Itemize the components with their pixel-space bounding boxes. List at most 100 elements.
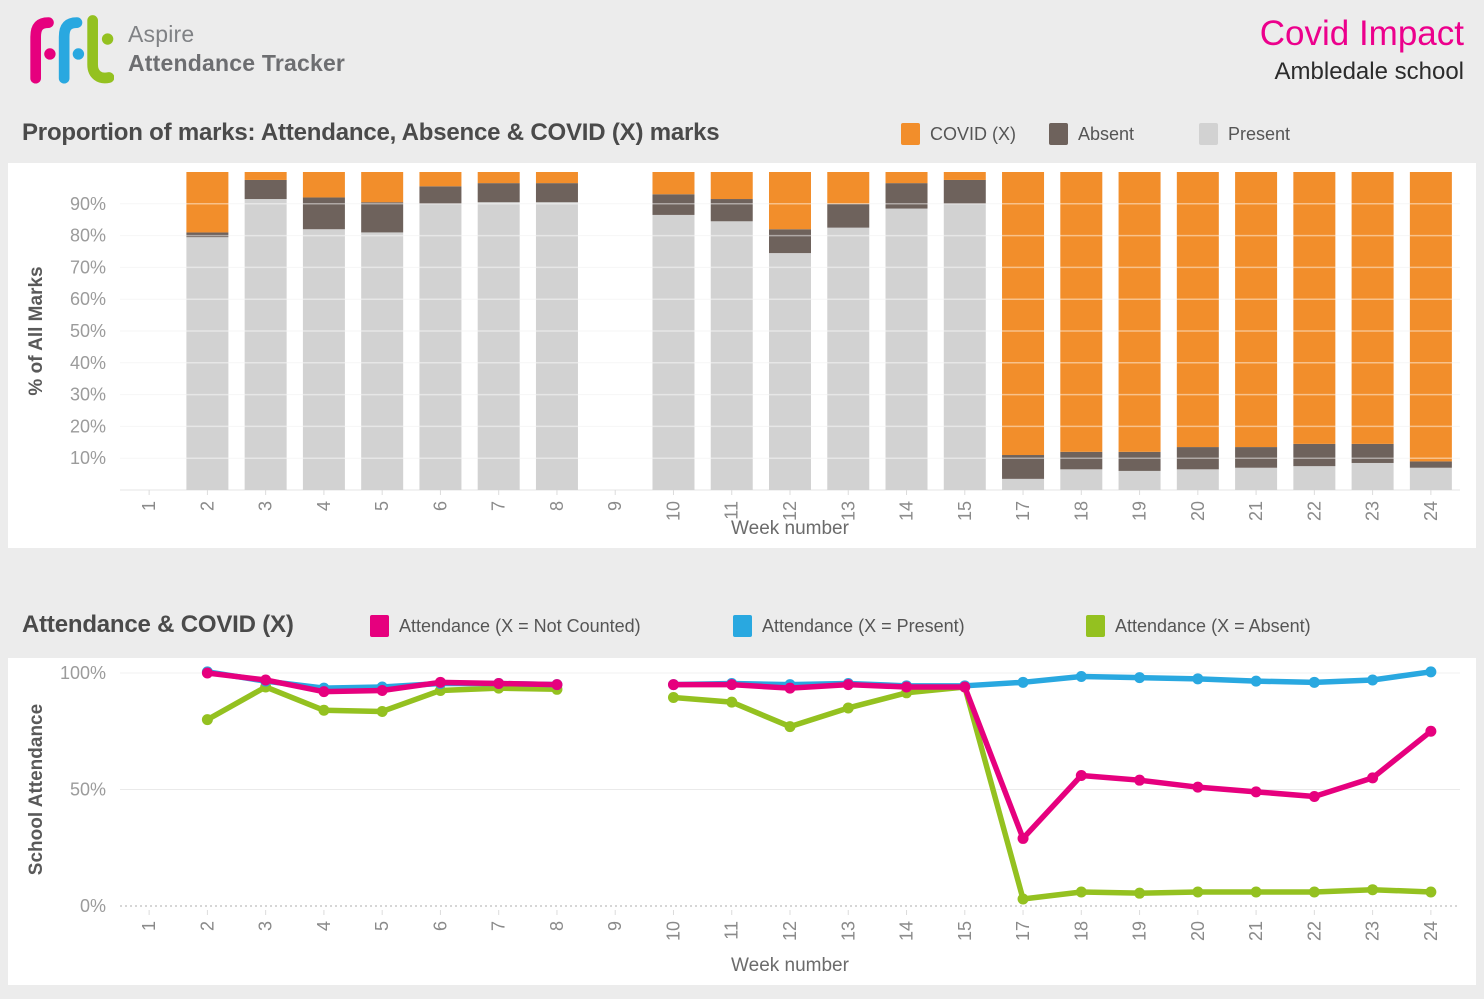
bar-segment-present-week-19[interactable]: [1118, 470, 1161, 490]
point-attendance-x-not-counted--week-13[interactable]: [842, 679, 854, 691]
point-attendance-x-absent--week-4[interactable]: [318, 704, 330, 716]
point-attendance-x-not-counted--week-15[interactable]: [959, 681, 971, 693]
bar-segment-covid-x--week-15[interactable]: [943, 172, 986, 180]
point-attendance-x-not-counted--week-8[interactable]: [551, 679, 563, 691]
bar-segment-present-week-18[interactable]: [1060, 469, 1103, 490]
bar-segment-present-week-7[interactable]: [477, 202, 520, 490]
point-attendance-x-not-counted--week-4[interactable]: [318, 686, 330, 698]
bar-segment-covid-x--week-3[interactable]: [244, 172, 287, 180]
bar-segment-absent-week-3[interactable]: [244, 179, 287, 200]
bar-segment-absent-week-7[interactable]: [477, 183, 520, 203]
legend-item-x-not-counted[interactable]: Attendance (X = Not Counted): [370, 615, 641, 637]
bar-segment-present-week-6[interactable]: [419, 203, 462, 491]
bar-segment-absent-week-24[interactable]: [1409, 461, 1452, 468]
legend-item-absent[interactable]: Absent: [1049, 123, 1134, 145]
bar-segment-present-week-23[interactable]: [1351, 462, 1394, 490]
bar-segment-absent-week-8[interactable]: [535, 183, 578, 203]
bar-segment-present-week-21[interactable]: [1235, 467, 1278, 490]
bar-segment-absent-week-21[interactable]: [1235, 447, 1278, 468]
bar-segment-absent-week-2[interactable]: [186, 232, 229, 238]
point-attendance-x-present--week-17[interactable]: [1017, 676, 1029, 688]
point-attendance-x-present--week-20[interactable]: [1192, 673, 1204, 685]
bar-segment-present-week-20[interactable]: [1176, 469, 1219, 490]
bar-segment-present-week-8[interactable]: [535, 202, 578, 490]
point-attendance-x-absent--week-10[interactable]: [667, 691, 679, 703]
bar-segment-absent-week-5[interactable]: [361, 202, 404, 233]
point-attendance-x-absent--week-11[interactable]: [726, 696, 738, 708]
bar-segment-covid-x--week-7[interactable]: [477, 172, 520, 184]
point-attendance-x-not-counted--week-19[interactable]: [1134, 774, 1146, 786]
point-attendance-x-absent--week-12[interactable]: [784, 721, 796, 733]
point-attendance-x-not-counted--week-20[interactable]: [1192, 781, 1204, 793]
bar-segment-absent-week-20[interactable]: [1176, 447, 1219, 470]
bar-segment-covid-x--week-8[interactable]: [535, 172, 578, 184]
point-attendance-x-absent--week-19[interactable]: [1134, 887, 1146, 899]
bar-segment-present-week-13[interactable]: [827, 227, 870, 490]
line-attendance-x-absent-[interactable]: [673, 684, 1431, 902]
bar-segment-present-week-10[interactable]: [652, 214, 695, 490]
bar-segment-covid-x--week-4[interactable]: [302, 172, 345, 198]
bar-segment-covid-x--week-23[interactable]: [1351, 172, 1394, 444]
point-attendance-x-absent--week-13[interactable]: [842, 702, 854, 714]
bar-segment-absent-week-18[interactable]: [1060, 451, 1103, 470]
point-attendance-x-not-counted--week-6[interactable]: [434, 676, 446, 688]
bar-segment-covid-x--week-24[interactable]: [1409, 172, 1452, 462]
point-attendance-x-not-counted--week-10[interactable]: [667, 679, 679, 691]
bar-segment-absent-week-10[interactable]: [652, 194, 695, 215]
point-attendance-x-not-counted--week-14[interactable]: [901, 681, 913, 693]
bar-segment-covid-x--week-21[interactable]: [1235, 172, 1278, 448]
point-attendance-x-absent--week-5[interactable]: [376, 705, 388, 717]
legend-item-x-absent[interactable]: Attendance (X = Absent): [1086, 615, 1311, 637]
bar-segment-covid-x--week-20[interactable]: [1176, 172, 1219, 448]
point-attendance-x-present--week-19[interactable]: [1134, 672, 1146, 684]
bar-segment-covid-x--week-22[interactable]: [1293, 172, 1336, 444]
point-attendance-x-not-counted--week-7[interactable]: [493, 677, 505, 689]
point-attendance-x-present--week-24[interactable]: [1425, 666, 1437, 678]
bar-segment-present-week-3[interactable]: [244, 199, 287, 490]
point-attendance-x-not-counted--week-21[interactable]: [1250, 786, 1262, 798]
bar-segment-present-week-5[interactable]: [361, 232, 404, 491]
bar-segment-absent-week-6[interactable]: [419, 186, 462, 204]
bar-segment-present-week-11[interactable]: [710, 221, 753, 490]
line-attendance-x-not-counted-[interactable]: [673, 681, 1433, 842]
point-attendance-x-not-counted--week-3[interactable]: [260, 674, 272, 686]
bar-segment-absent-week-22[interactable]: [1293, 443, 1336, 467]
point-attendance-x-absent--week-21[interactable]: [1250, 886, 1262, 898]
bar-segment-present-week-14[interactable]: [885, 208, 928, 490]
point-attendance-x-absent--week-23[interactable]: [1367, 884, 1379, 896]
bar-segment-covid-x--week-5[interactable]: [361, 172, 404, 203]
bar-segment-absent-week-15[interactable]: [943, 179, 986, 204]
bar-segment-covid-x--week-2[interactable]: [186, 172, 229, 233]
bar-segment-present-week-15[interactable]: [943, 203, 986, 491]
point-attendance-x-present--week-18[interactable]: [1075, 670, 1087, 682]
legend-item-x-present[interactable]: Attendance (X = Present): [733, 615, 965, 637]
point-attendance-x-absent--week-24[interactable]: [1425, 886, 1437, 898]
point-attendance-x-present--week-22[interactable]: [1308, 676, 1320, 688]
bar-segment-covid-x--week-17[interactable]: [1002, 172, 1045, 456]
bar-segment-covid-x--week-12[interactable]: [769, 172, 811, 230]
point-attendance-x-not-counted--week-11[interactable]: [726, 679, 738, 691]
bar-segment-covid-x--week-6[interactable]: [419, 172, 462, 187]
point-attendance-x-present--week-21[interactable]: [1250, 675, 1262, 687]
line-attendance-x-present-[interactable]: [673, 669, 1432, 689]
bar-segment-covid-x--week-13[interactable]: [827, 172, 870, 204]
point-attendance-x-absent--week-17[interactable]: [1017, 893, 1029, 905]
legend-item-covid[interactable]: COVID (X): [901, 123, 1016, 145]
bar-segment-absent-week-13[interactable]: [827, 203, 870, 228]
bar-segment-present-week-24[interactable]: [1409, 467, 1452, 490]
bar-segment-absent-week-11[interactable]: [710, 199, 753, 222]
point-attendance-x-not-counted--week-2[interactable]: [201, 667, 213, 679]
bar-segment-absent-week-14[interactable]: [885, 183, 928, 209]
legend-item-present[interactable]: Present: [1199, 123, 1290, 145]
bar-segment-present-week-22[interactable]: [1293, 466, 1336, 490]
point-attendance-x-not-counted--week-24[interactable]: [1425, 725, 1437, 737]
bar-segment-covid-x--week-11[interactable]: [710, 172, 753, 200]
bar-segment-covid-x--week-18[interactable]: [1060, 172, 1103, 452]
point-attendance-x-absent--week-18[interactable]: [1075, 886, 1087, 898]
point-attendance-x-not-counted--week-17[interactable]: [1017, 832, 1029, 844]
point-attendance-x-absent--week-2[interactable]: [201, 714, 213, 726]
point-attendance-x-not-counted--week-5[interactable]: [376, 684, 388, 696]
bar-segment-absent-week-12[interactable]: [769, 229, 811, 254]
bar-segment-covid-x--week-14[interactable]: [885, 172, 928, 184]
bar-segment-present-week-2[interactable]: [186, 237, 229, 490]
